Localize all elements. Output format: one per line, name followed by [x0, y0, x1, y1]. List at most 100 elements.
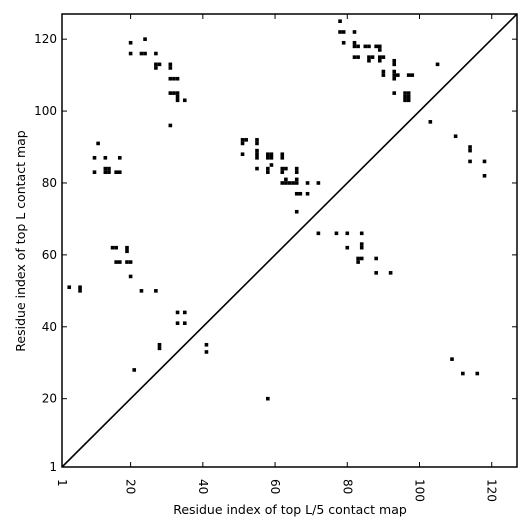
contact-point-0-67 [107, 170, 111, 174]
x-axis-label: Residue index of top L/5 contact map [173, 502, 407, 517]
contact-point-0-139 [334, 231, 339, 236]
contact-point-0-54 [403, 98, 407, 103]
contact-point-0-105 [305, 181, 310, 185]
contact-point-0-4 [143, 51, 147, 56]
contact-point-0-83 [269, 152, 274, 157]
contact-point-0-121 [125, 260, 129, 264]
contact-point-0-55 [406, 94, 411, 99]
contact-point-0-129 [175, 310, 180, 315]
contact-point-0-84 [269, 156, 274, 160]
contact-point-0-106 [316, 181, 321, 185]
contact-point-0-135 [204, 342, 209, 347]
contact-point-0-1 [128, 51, 133, 56]
contact-point-0-109 [453, 134, 458, 139]
contact-point-0-43 [381, 73, 386, 77]
contact-point-0-16 [175, 91, 180, 95]
contact-point-0-101 [294, 170, 299, 174]
contact-point-0-69 [114, 170, 118, 174]
y-tick-label: 1 [49, 460, 57, 474]
contact-point-0-70 [117, 170, 122, 174]
contact-point-0-88 [280, 152, 285, 157]
contact-point-0-38 [377, 48, 382, 52]
y-tick-label: 80 [42, 176, 57, 190]
contact-point-0-68 [117, 156, 122, 160]
contact-point-0-41 [377, 58, 382, 63]
contact-point-0-119 [114, 260, 118, 264]
contact-point-0-10 [168, 66, 173, 70]
contact-point-0-17 [175, 94, 180, 99]
x-tick-label: 80 [340, 479, 354, 494]
contact-point-0-50 [392, 91, 397, 95]
contact-point-0-130 [182, 310, 187, 315]
contact-point-0-47 [392, 73, 397, 77]
contact-point-0-2 [143, 37, 147, 41]
plot-frame [61, 13, 518, 468]
contact-point-0-112 [468, 159, 472, 164]
contact-point-0-138 [316, 231, 321, 236]
contact-point-0-60 [96, 141, 100, 146]
contact-point-0-137 [132, 368, 137, 372]
contact-point-0-123 [128, 274, 133, 279]
contact-point-0-25 [352, 30, 357, 34]
contact-point-0-66 [107, 166, 111, 171]
contact-point-0-125 [154, 289, 158, 293]
contact-point-0-140 [345, 231, 350, 236]
contact-point-0-58 [410, 73, 415, 77]
contact-point-0-3 [139, 51, 144, 56]
contact-point-0-80 [255, 166, 259, 171]
contact-point-0-64 [103, 166, 108, 171]
contact-point-0-33 [367, 55, 371, 59]
contact-point-0-81 [266, 152, 270, 157]
y-tick-label: 20 [42, 392, 57, 406]
contact-point-0-42 [381, 69, 386, 74]
contact-point-0-30 [356, 55, 360, 59]
contact-point-0-40 [381, 55, 386, 59]
contact-point-0-95 [284, 181, 288, 185]
contact-point-0-77 [255, 148, 259, 153]
contact-point-0-79 [255, 156, 259, 160]
contact-point-0-57 [406, 73, 411, 77]
contact-point-0-39 [377, 55, 382, 59]
contact-point-0-100 [294, 166, 299, 171]
contact-point-0-24 [341, 40, 346, 45]
contact-point-0-0 [128, 40, 133, 45]
contact-point-0-21 [338, 19, 342, 23]
contact-point-0-136 [204, 350, 209, 354]
diagonal-line [61, 13, 518, 468]
contact-point-0-32 [367, 44, 371, 49]
contact-point-0-62 [92, 170, 97, 174]
contact-point-0-45 [392, 62, 397, 67]
x-tick-label: 60 [268, 479, 282, 494]
contact-point-0-87 [266, 170, 270, 174]
contact-point-0-37 [377, 44, 382, 49]
contact-point-0-29 [352, 55, 357, 59]
x-tick-label: 40 [196, 479, 210, 494]
contact-point-0-34 [367, 58, 371, 63]
diagonal-layer [61, 13, 518, 468]
y-tick-label: 40 [42, 320, 57, 334]
contact-point-0-133 [157, 342, 162, 347]
contact-point-0-18 [175, 98, 180, 103]
contact-point-0-8 [157, 62, 162, 67]
contact-point-0-114 [482, 173, 487, 178]
contact-point-0-97 [291, 181, 295, 185]
contact-point-0-78 [255, 152, 259, 157]
contact-point-0-13 [175, 76, 180, 81]
contact-point-0-36 [374, 44, 378, 49]
contact-point-0-26 [352, 40, 357, 45]
contact-point-0-49 [396, 73, 400, 77]
contact-point-0-115 [110, 245, 115, 250]
contact-point-0-150 [388, 271, 393, 275]
y-axis-label: Residue index of top L contact map [13, 130, 28, 351]
contact-point-0-76 [255, 141, 259, 146]
contact-point-0-118 [125, 249, 129, 254]
contact-point-0-127 [78, 285, 82, 290]
x-tick-label: 120 [485, 479, 499, 502]
contact-point-0-71 [240, 138, 245, 142]
contact-point-0-65 [103, 170, 108, 174]
contact-point-0-122 [128, 260, 133, 264]
contact-point-0-131 [175, 321, 180, 325]
contact-point-0-145 [356, 256, 360, 261]
contact-point-0-31 [363, 44, 368, 49]
